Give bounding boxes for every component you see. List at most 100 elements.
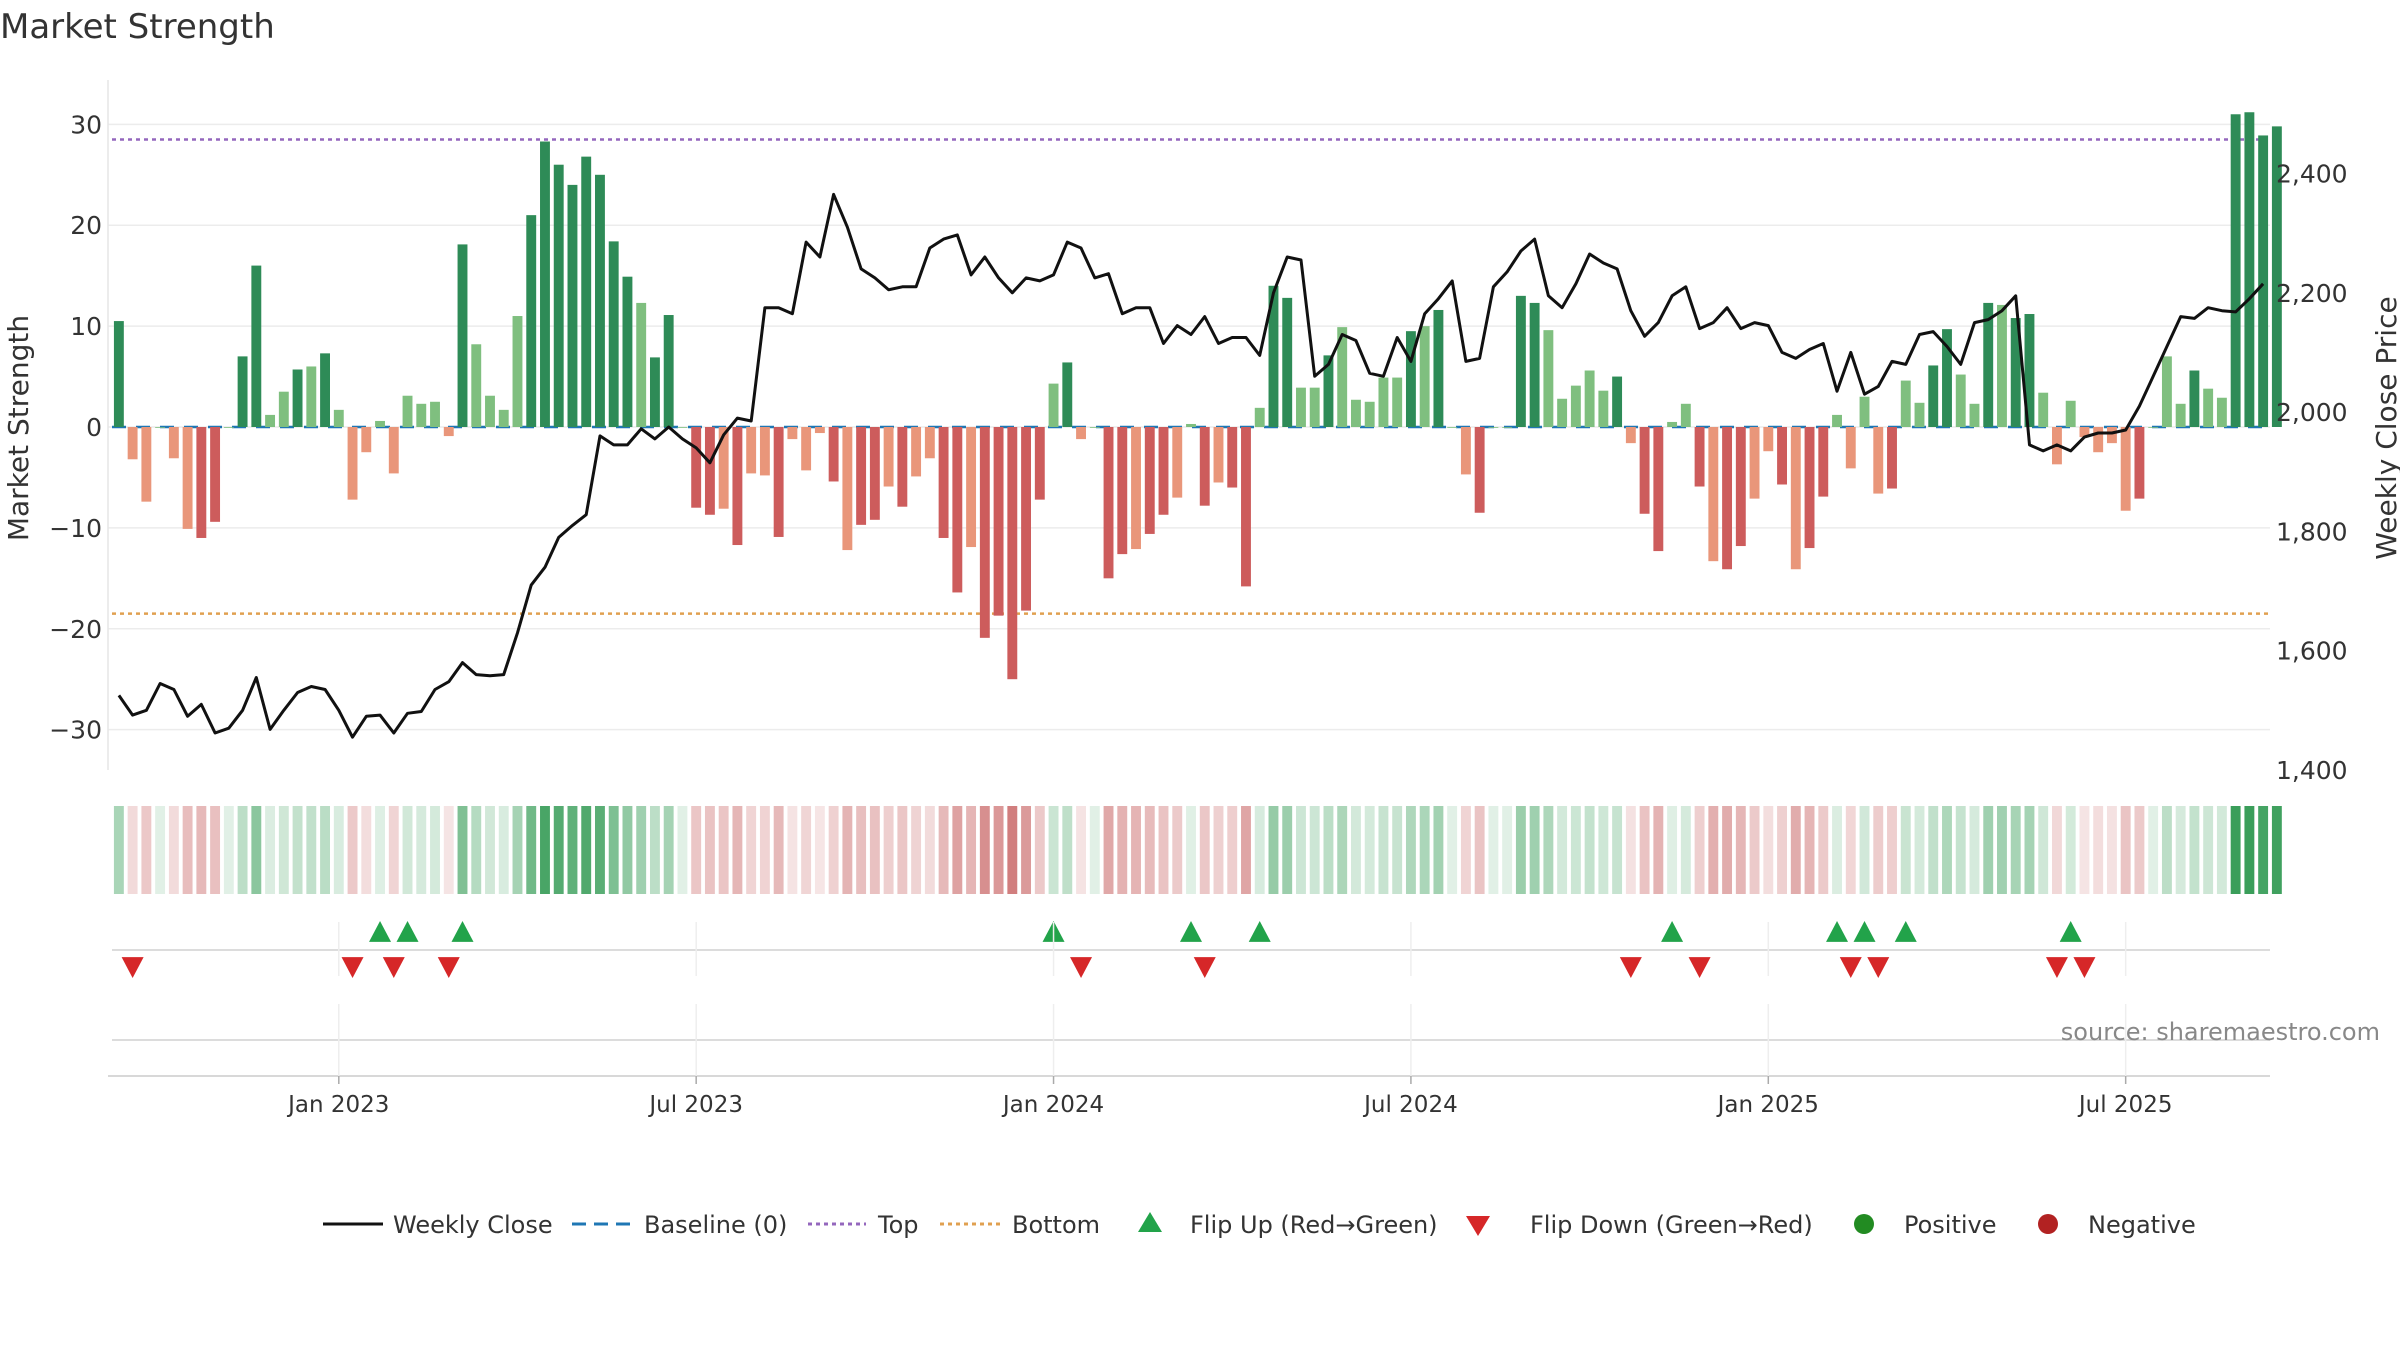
heat-cell-128 [1873, 806, 1884, 894]
strength-bar-23 [430, 401, 440, 427]
heat-cell-9 [237, 806, 248, 894]
heat-cell-129 [1887, 806, 1897, 894]
strength-bar-31 [540, 141, 550, 428]
strength-bar-60 [938, 427, 949, 538]
strength-bar-115 [1694, 427, 1705, 487]
strength-bar-138 [2010, 318, 2021, 427]
heat-cell-123 [1804, 806, 1815, 894]
heat-cell-62 [966, 806, 977, 894]
strength-bar-155 [2244, 112, 2255, 427]
strength-bar-57 [897, 427, 908, 507]
strength-bar-153 [2216, 397, 2227, 427]
heat-cell-98 [1460, 806, 1471, 894]
legend-bottom-label: Bottom [1012, 1211, 1100, 1239]
strength-bar-124 [1818, 427, 1829, 497]
heat-cell-102 [1515, 806, 1526, 894]
strength-bar-105 [1557, 398, 1568, 427]
strength-bar-48 [773, 427, 784, 537]
heat-cell-153 [2216, 806, 2227, 894]
strength-bar-27 [485, 395, 495, 427]
heat-cell-114 [1680, 806, 1691, 894]
y2-tick-label-3: 1,800 [2276, 517, 2348, 546]
heat-cell-35 [595, 806, 605, 894]
x-tick-label-2: Jan 2024 [1001, 1092, 1104, 1118]
heat-cell-68 [1048, 806, 1059, 894]
strength-bar-135 [1969, 403, 1980, 427]
strength-bar-148 [2148, 427, 2159, 428]
heat-cell-65 [1007, 806, 1018, 894]
strength-bar-106 [1570, 385, 1581, 427]
strength-bar-0 [113, 321, 124, 427]
price-series [117, 192, 2265, 739]
strength-bar-154 [2230, 114, 2241, 427]
flip-up-icon-113 [1661, 921, 1684, 942]
heat-cell-82 [1241, 806, 1251, 894]
heat-cell-83 [1254, 806, 1265, 894]
heat-cell-139 [2024, 806, 2035, 894]
heat-cell-134 [1955, 806, 1966, 894]
strength-bar-44 [718, 427, 729, 509]
heat-cell-111 [1639, 806, 1650, 894]
y2-tick-label-4: 1,600 [2276, 637, 2348, 666]
strength-bar-2 [141, 427, 152, 502]
heat-cell-100 [1488, 806, 1499, 894]
heat-cell-116 [1708, 806, 1719, 894]
strength-bar-134 [1955, 374, 1966, 427]
legend-negative-label: Negative [2088, 1211, 2196, 1239]
heat-cell-109 [1612, 806, 1623, 894]
heat-cell-11 [265, 806, 276, 894]
heat-cell-149 [2161, 806, 2172, 894]
strength-bar-47 [759, 427, 770, 476]
strength-bar-61 [952, 427, 963, 593]
strength-bar-81 [1227, 427, 1238, 488]
strength-bar-74 [1131, 427, 1141, 550]
flip-up-icon-19 [369, 921, 392, 942]
strength-bar-129 [1887, 427, 1897, 489]
flip-down-icon-110 [1619, 957, 1642, 978]
flip-down-icon-128 [1867, 957, 1890, 978]
strength-bar-4 [168, 427, 179, 459]
strength-bar-67 [1034, 427, 1045, 500]
strength-bar-143 [2079, 427, 2090, 438]
strength-bar-66 [1021, 427, 1032, 611]
heat-cell-5 [182, 806, 193, 894]
heat-cell-108 [1598, 806, 1609, 894]
flip-up-icon-125 [1826, 921, 1849, 942]
y-axis-ticks: 30 20 10 0 −10 −20 −30 [49, 110, 102, 744]
strength-bar-49 [787, 427, 798, 440]
strength-bar-112 [1653, 427, 1664, 552]
y-tick-label-2: 10 [70, 312, 102, 341]
legend-flip-down-label: Flip Down (Green→Red) [1530, 1211, 1813, 1239]
strength-bar-117 [1722, 427, 1733, 570]
heat-cell-103 [1529, 806, 1540, 894]
strength-bar-22 [416, 403, 427, 427]
heat-cell-53 [842, 806, 853, 894]
strength-heat-strip [113, 806, 2282, 894]
heat-cell-49 [787, 806, 798, 894]
strength-bar-130 [1900, 380, 1911, 427]
flip-down-icon-141 [2045, 957, 2068, 978]
strength-bar-37 [622, 276, 633, 427]
y-axis-label: Market Strength [2, 315, 35, 541]
strength-bar-126 [1845, 427, 1856, 469]
heat-cell-120 [1763, 806, 1774, 894]
heat-cell-18 [361, 806, 372, 894]
strength-bar-140 [2038, 392, 2049, 427]
heat-cell-21 [402, 806, 413, 894]
heat-cell-39 [649, 806, 660, 894]
strength-bar-24 [443, 427, 454, 437]
flip-down-icon-20 [382, 957, 405, 978]
heat-cell-140 [2038, 806, 2049, 894]
heat-cell-90 [1350, 806, 1361, 894]
legend-flip-down-icon [1466, 1216, 1490, 1236]
strength-bar-75 [1144, 427, 1155, 534]
heat-cell-94 [1405, 806, 1416, 894]
strength-bar-46 [746, 427, 757, 474]
strength-bar-58 [911, 427, 922, 477]
heat-cell-15 [320, 806, 330, 894]
heat-cell-31 [540, 806, 550, 894]
strength-bar-111 [1639, 427, 1650, 514]
strength-bar-62 [966, 427, 977, 548]
